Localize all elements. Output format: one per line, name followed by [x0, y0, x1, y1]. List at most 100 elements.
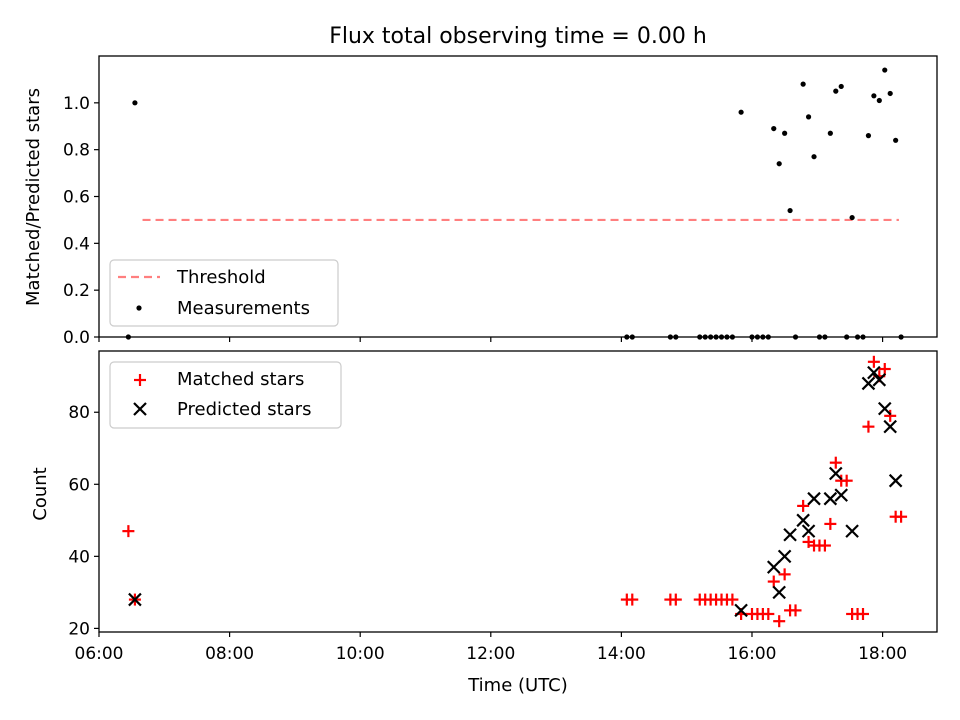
- count-x-tick-label: 14:00: [597, 644, 646, 664]
- matched-star-marker: [726, 593, 739, 606]
- matched-star-marker: [856, 607, 869, 620]
- count-y-ticks: 20 40 60 80: [68, 403, 99, 639]
- count-plot-area: [122, 355, 908, 628]
- count-x-tick-label: 06:00: [75, 644, 124, 664]
- ratio-y-tick-label: 0.6: [63, 188, 90, 208]
- matched-star-marker: [884, 409, 897, 422]
- matched-star-marker: [762, 607, 775, 620]
- predicted-star-marker: [796, 513, 810, 528]
- count-subplot: Count Time (UTC) 20 40 60 80 06:00 08:00 10:0…: [30, 350, 938, 696]
- measurement-point: [871, 93, 877, 99]
- count-legend: Matched stars Predicted stars: [109, 361, 342, 429]
- predicted-star-stroke-b: [877, 401, 892, 416]
- predicted-star-stroke-b: [783, 527, 797, 542]
- measurement-point: [776, 161, 782, 167]
- time-x-axis-label: Time (UTC): [467, 675, 568, 696]
- matched-star-marker: [818, 539, 831, 552]
- count-x-tick-label: 10:00: [336, 644, 385, 664]
- predicted-star-marker: [128, 592, 142, 607]
- measurement-point: [838, 83, 844, 90]
- matched-stars-legend-label: Matched stars: [177, 369, 304, 390]
- predicted-star-marker: [834, 488, 849, 502]
- measurement-point: [811, 154, 817, 160]
- matched-star-marker: [669, 593, 682, 606]
- predicted-star-marker: [861, 376, 876, 391]
- ratio-plot-area: [125, 67, 904, 340]
- chart-title: Flux total observing time = 0.00 h: [329, 24, 707, 49]
- predicted-star-stroke-b: [807, 491, 821, 506]
- predicted-stars-legend-marker: [133, 402, 147, 416]
- count-y-tick-label: 20: [68, 619, 90, 639]
- measurement-point: [738, 109, 744, 115]
- measurement-point: [787, 207, 793, 214]
- measurement-point: [132, 100, 138, 106]
- count-y-tick-label: 40: [68, 547, 90, 567]
- matched-star-marker: [829, 456, 842, 469]
- matched-star-marker: [789, 604, 802, 617]
- predicted-star-marker: [867, 365, 881, 380]
- predicted-star-marker: [888, 473, 903, 488]
- ratio-y-ticks: 0.0 0.2 0.4 0.6 0.8 1.0: [63, 94, 99, 348]
- threshold-legend-label: Threshold: [176, 267, 266, 288]
- measurement-point: [800, 81, 806, 87]
- predicted-star-marker: [783, 527, 797, 542]
- matched-star-marker: [626, 593, 639, 606]
- measurements-legend-marker: [136, 305, 142, 311]
- ratio-x-ticks: [98, 337, 884, 342]
- ratio-y-tick-label: 0.8: [63, 141, 90, 161]
- predicted-star-marker: [829, 466, 843, 481]
- matched-star-marker: [773, 615, 786, 628]
- measurement-point: [887, 90, 893, 97]
- count-x-tick-label: 18:00: [858, 644, 907, 664]
- matched-star-marker: [767, 575, 780, 588]
- predicted-star-marker: [734, 603, 748, 618]
- count-x-ticks: 06:00 08:00 10:00 12:00 14:00 16:00 18:00: [75, 632, 907, 664]
- measurement-point: [805, 114, 812, 120]
- predicted-star-marker: [807, 491, 821, 506]
- matched-star-marker: [840, 474, 853, 487]
- ratio-y-axis-label: Matched/Predicted stars: [23, 88, 44, 306]
- matched-star-marker: [862, 420, 875, 433]
- count-y-tick-label: 60: [68, 475, 90, 495]
- predicted-star-stroke-b: [823, 491, 838, 506]
- measurement-point: [876, 97, 882, 104]
- measurements-legend-label: Measurements: [177, 298, 310, 319]
- predicted-star-stroke-b: [888, 473, 903, 488]
- measurement-point: [849, 214, 855, 221]
- predicted-star-stroke-b: [872, 373, 887, 387]
- measurement-point: [833, 88, 839, 94]
- measurement-point: [882, 67, 888, 73]
- predicted-star-marker: [845, 524, 859, 538]
- predicted-star-marker: [823, 491, 838, 506]
- matched-star-marker: [778, 568, 791, 581]
- matched-star-marker: [895, 510, 908, 523]
- count-legend-box: [109, 361, 342, 429]
- predicted-star-stroke-b: [796, 513, 810, 528]
- predicted-star-stroke-b: [845, 524, 859, 538]
- ratio-y-tick-label: 1.0: [63, 94, 90, 114]
- predicted-star-stroke-b: [861, 376, 876, 391]
- ratio-legend: Threshold Measurements: [109, 259, 339, 327]
- ratio-y-tick-label: 0.4: [63, 234, 90, 254]
- ratio-y-tick-label: 0.0: [63, 328, 90, 348]
- predicted-stars-legend-label: Predicted stars: [177, 399, 311, 420]
- predicted-star-stroke-b: [867, 365, 881, 380]
- measurement-point: [893, 137, 899, 143]
- matched-stars-legend-marker: [134, 374, 146, 386]
- matched-star-marker: [867, 355, 880, 368]
- ratio-legend-box: [109, 259, 339, 327]
- count-y-tick-label: 80: [68, 403, 90, 423]
- predicted-star-stroke-b: [777, 549, 792, 564]
- predicted-star-stroke-b: [834, 488, 849, 502]
- matched-star-marker: [824, 517, 837, 530]
- matched-star-marker: [797, 499, 810, 512]
- predicted-star-marker: [801, 524, 816, 538]
- measurement-point: [827, 130, 833, 136]
- count-axes-frame: [98, 350, 938, 633]
- matched-star-marker: [122, 525, 135, 538]
- count-x-tick-label: 08:00: [205, 644, 254, 664]
- predicted-star-marker: [877, 401, 892, 416]
- predicted-star-stroke-b: [766, 560, 781, 574]
- measurement-point: [865, 133, 872, 139]
